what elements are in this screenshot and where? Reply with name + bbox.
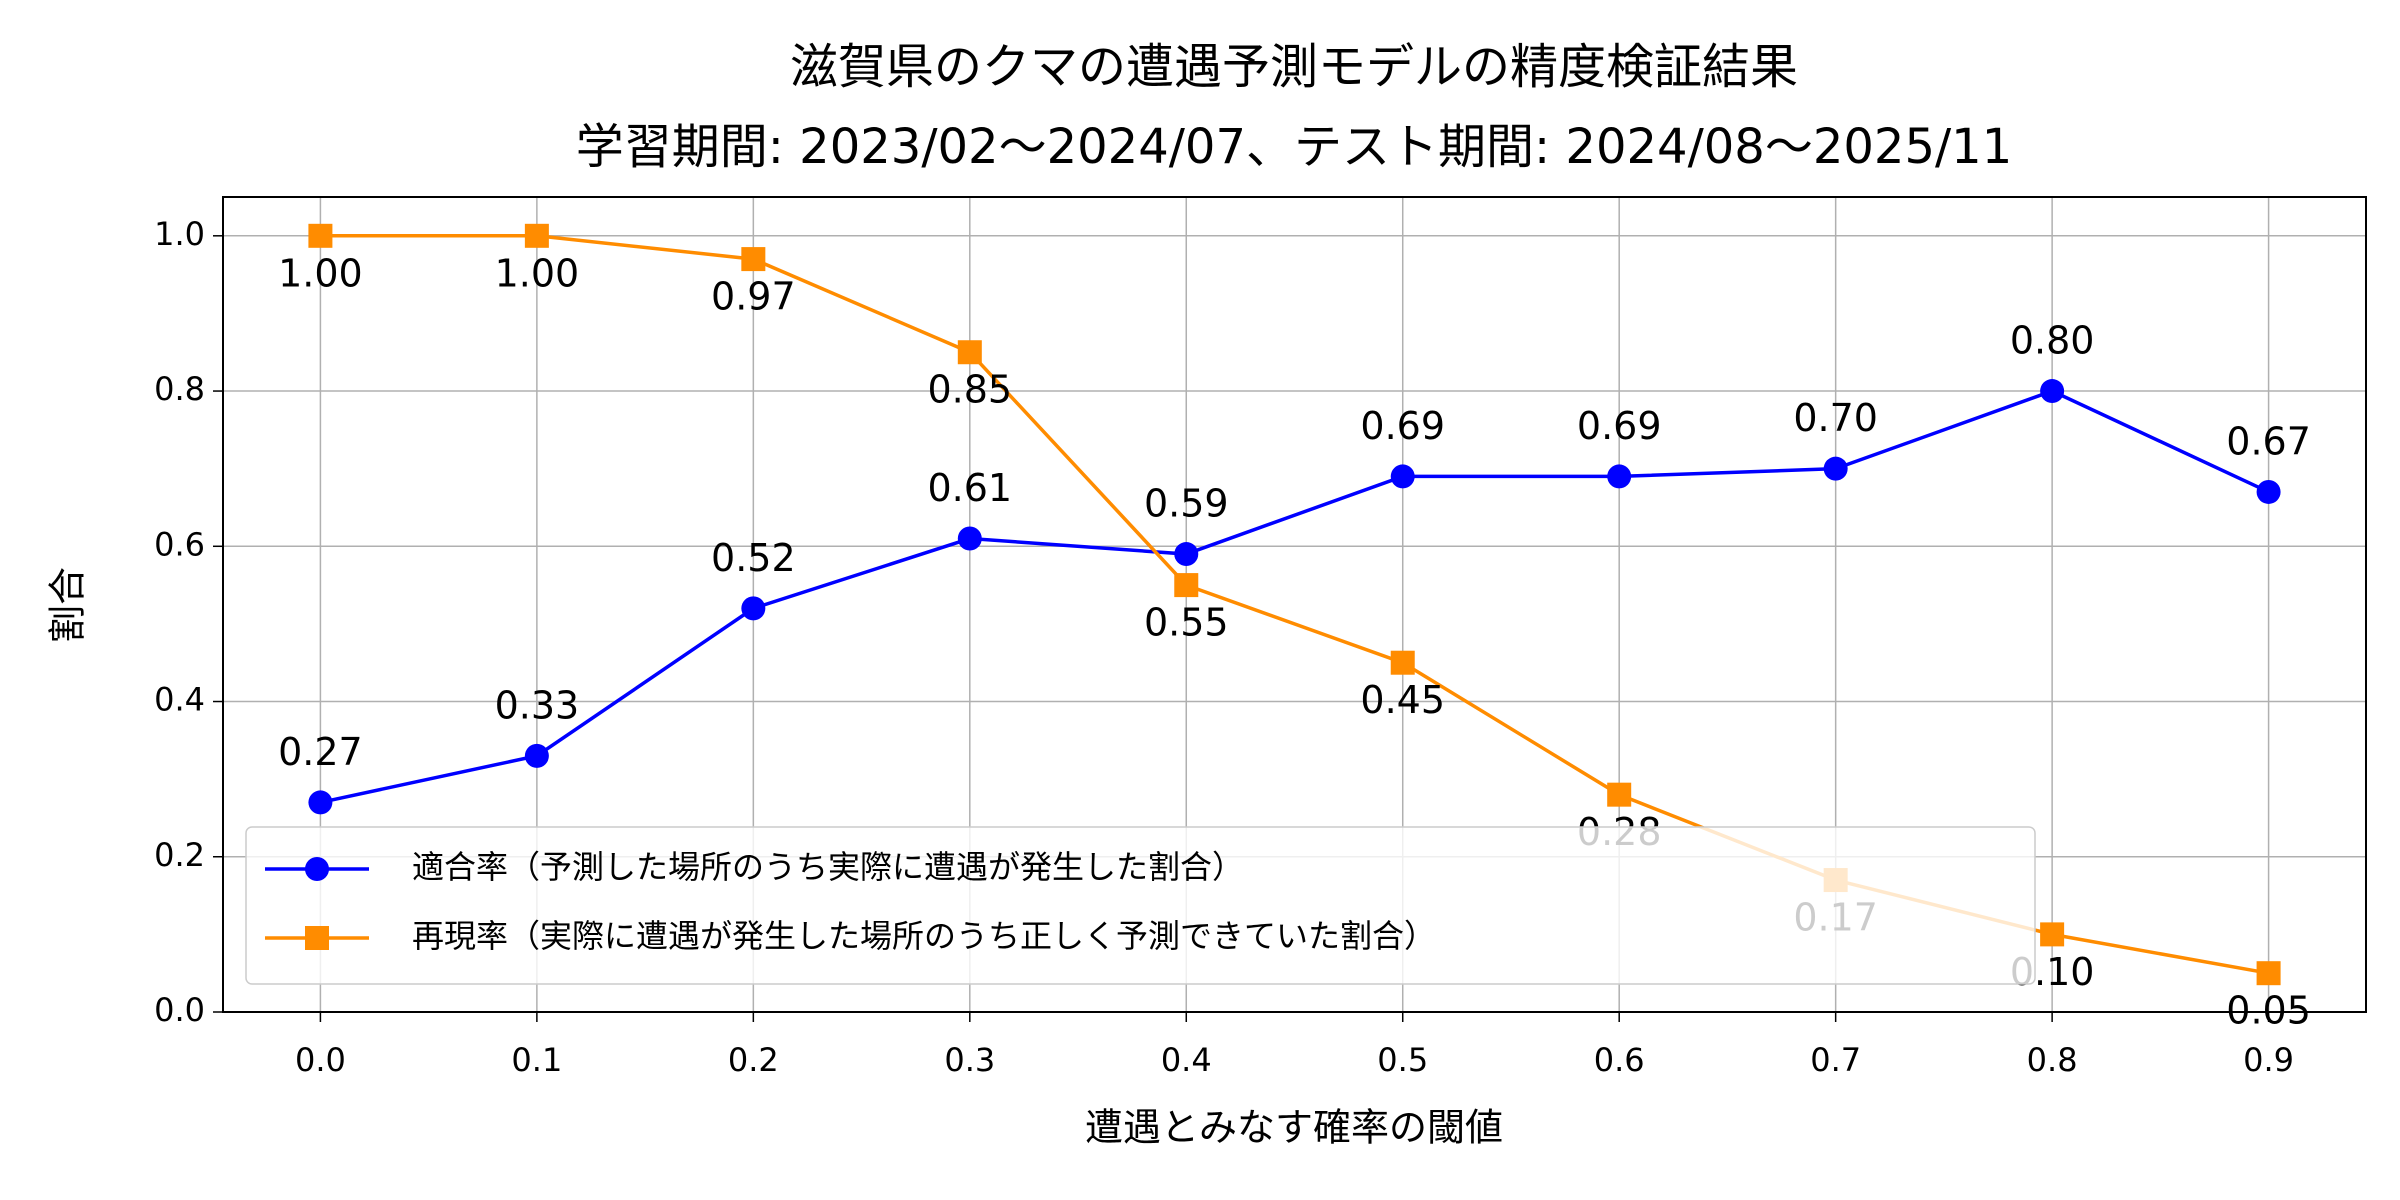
legend-label: 再現率（実際に遭遇が発生した場所のうち正しく予測できていた割合） <box>412 917 1436 955</box>
data-point <box>2040 379 2065 404</box>
chart-title: 滋賀県のクマの遭遇予測モデルの精度検証結果 <box>790 39 1798 95</box>
data-label: 1.00 <box>278 251 363 295</box>
data-label: 0.70 <box>1793 396 1878 440</box>
x-tick-label: 0.3 <box>944 1041 995 1079</box>
plot-frame <box>222 196 2367 1013</box>
x-tick-label: 0.9 <box>2243 1041 2294 1079</box>
data-point <box>1823 456 1848 481</box>
y-tick-label: 0.6 <box>154 525 205 563</box>
data-label: 0.55 <box>1144 601 1229 645</box>
data-label: 0.97 <box>711 275 796 319</box>
data-point <box>308 223 333 248</box>
data-label: 1.00 <box>495 251 580 295</box>
data-point <box>741 596 766 621</box>
data-label: 0.80 <box>2010 319 2095 363</box>
x-tick-label: 0.4 <box>1161 1041 1212 1079</box>
y-axis-label: 割合 <box>46 567 90 643</box>
data-label: 0.27 <box>278 730 363 774</box>
data-label: 0.67 <box>2226 419 2311 463</box>
y-tick-label: 0.2 <box>154 836 205 874</box>
legend-label: 適合率（予測した場所のうち実際に遭遇が発生した割合） <box>412 848 1244 886</box>
data-point <box>957 526 982 551</box>
x-axis-label: 遭遇とみなす確率の閾値 <box>1085 1106 1503 1150</box>
x-tick-label: 0.6 <box>1594 1041 1645 1079</box>
data-label: 0.85 <box>927 368 1012 412</box>
data-label: 0.05 <box>2226 989 2311 1033</box>
data-label: 0.59 <box>1144 482 1229 526</box>
legend-marker <box>305 857 329 881</box>
data-point <box>1607 782 1632 807</box>
data-point <box>308 790 333 815</box>
x-tick-label: 0.1 <box>511 1041 562 1079</box>
data-point <box>2256 479 2281 504</box>
data-point <box>524 743 549 768</box>
legend-box <box>245 826 2036 985</box>
data-label: 0.69 <box>1360 404 1445 448</box>
chart-subtitle: 学習期間: 2023/02〜2024/07、テスト期間: 2024/08〜202… <box>576 119 2013 175</box>
x-tick-label: 0.8 <box>2027 1041 2078 1079</box>
data-point <box>957 340 982 365</box>
y-tick-label: 0.0 <box>154 991 205 1029</box>
x-tick-label: 0.7 <box>1810 1041 1861 1079</box>
data-point <box>524 223 549 248</box>
data-point <box>1390 464 1415 489</box>
data-label: 0.45 <box>1360 678 1445 722</box>
x-tick-label: 0.5 <box>1377 1041 1428 1079</box>
data-point <box>1174 573 1199 598</box>
x-tick-label: 0.2 <box>728 1041 779 1079</box>
data-point <box>2256 961 2281 986</box>
data-point <box>1390 650 1415 675</box>
data-point <box>1607 464 1632 489</box>
y-tick-label: 1.0 <box>154 215 205 253</box>
data-point <box>741 247 766 272</box>
data-label: 0.33 <box>495 683 580 727</box>
data-point <box>2040 922 2065 947</box>
x-tick-label: 0.0 <box>295 1041 346 1079</box>
series-line <box>320 389 2270 805</box>
data-label: 0.61 <box>927 466 1012 510</box>
data-label: 0.69 <box>1577 404 1662 448</box>
data-point <box>1174 542 1199 567</box>
y-tick-label: 0.8 <box>154 370 205 408</box>
data-label: 0.52 <box>711 536 796 580</box>
y-tick-label: 0.4 <box>154 681 205 719</box>
legend-marker <box>305 926 329 950</box>
